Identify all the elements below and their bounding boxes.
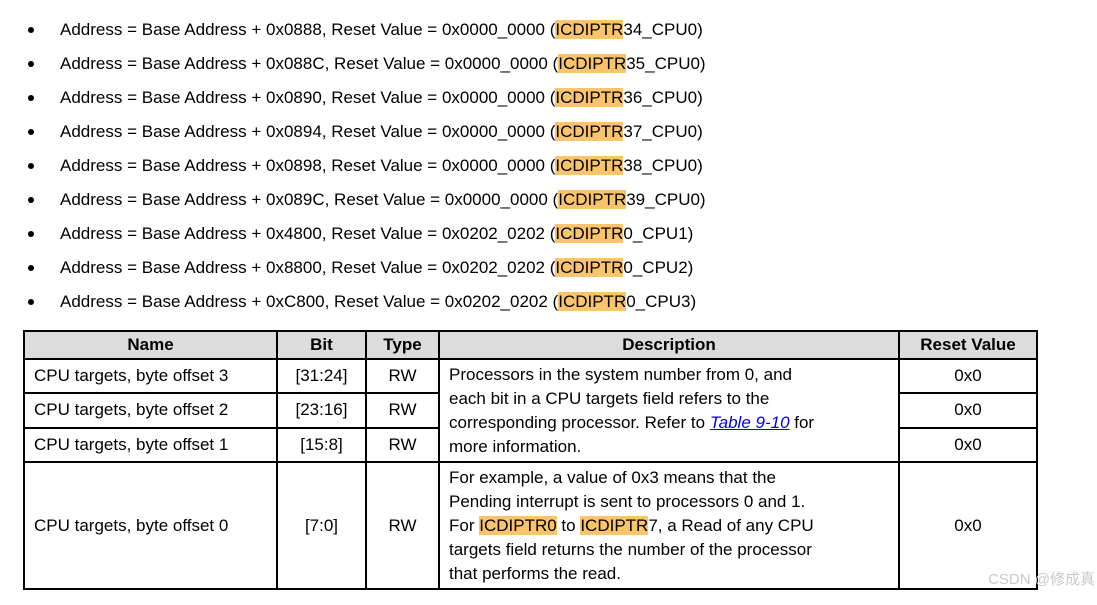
highlight-icdiptr: ICDIPTR — [555, 258, 624, 277]
csdn-watermark: CSDN @修成真 — [988, 571, 1095, 588]
register-description-table: Name Bit Type Description Reset Value CP… — [23, 330, 1038, 590]
cell-bit: [7:0] — [276, 461, 367, 590]
highlight-icdiptr: ICDIPTR — [555, 122, 624, 141]
cell-reset-value: 0x0 — [898, 461, 1038, 590]
bullet-text: Address = Base Address + 0x089C, Reset V… — [60, 190, 706, 209]
highlight-icdiptr: ICDIPTR — [558, 292, 627, 311]
list-item: Address = Base Address + 0x089C, Reset V… — [0, 183, 706, 217]
bullet-marker — [28, 61, 34, 67]
bullet-text: Address = Base Address + 0x088C, Reset V… — [60, 54, 706, 73]
bullet-marker — [28, 197, 34, 203]
highlight-icdiptr: ICDIPTR — [555, 224, 624, 243]
bullet-text: Address = Base Address + 0x0894, Reset V… — [60, 122, 703, 141]
bullet-text: Address = Base Address + 0x4800, Reset V… — [60, 224, 694, 243]
cell-type: RW — [365, 461, 440, 590]
highlight-icdiptr: ICDIPTR — [555, 88, 624, 107]
cell-description: For example, a value of 0x3 means that t… — [438, 461, 900, 590]
list-item: Address = Base Address + 0x4800, Reset V… — [0, 217, 706, 251]
cell-name: CPU targets, byte offset 2 — [23, 392, 278, 429]
bullet-text: Address = Base Address + 0x0898, Reset V… — [60, 156, 703, 175]
bullet-marker — [28, 129, 34, 135]
list-item: Address = Base Address + 0x0894, Reset V… — [0, 115, 706, 149]
cell-reset-value: 0x0 — [898, 426, 1038, 464]
cell-type: RW — [365, 392, 440, 429]
list-item: Address = Base Address + 0x0890, Reset V… — [0, 81, 706, 115]
highlight-icdiptr: ICDIPTR — [580, 516, 649, 535]
column-header-type: Type — [365, 330, 440, 360]
bullet-marker — [28, 231, 34, 237]
column-header-bit: Bit — [276, 330, 367, 360]
cell-bit: [23:16] — [276, 392, 367, 429]
bullet-text: Address = Base Address + 0xC800, Reset V… — [60, 292, 697, 311]
table-row: CPU targets, byte offset 1 [15:8] RW 0x0 — [23, 426, 1038, 464]
cell-name: CPU targets, byte offset 0 — [23, 461, 278, 590]
table-row: CPU targets, byte offset 3 [31:24] RW Pr… — [23, 357, 1038, 463]
bullet-text: Address = Base Address + 0x8800, Reset V… — [60, 258, 694, 277]
bullet-marker — [28, 95, 34, 101]
cell-reset-value: 0x0 — [898, 357, 1038, 395]
column-header-description: Description — [438, 330, 900, 360]
highlight-icdiptr: ICDIPTR — [558, 54, 627, 73]
bullet-marker — [28, 299, 34, 305]
cell-name: CPU targets, byte offset 1 — [23, 426, 278, 464]
bullet-list: Address = Base Address + 0x0888, Reset V… — [0, 13, 706, 319]
highlight-icdiptr: ICDIPTR — [558, 190, 627, 209]
list-item: Address = Base Address + 0x0888, Reset V… — [0, 13, 706, 47]
bullet-marker — [28, 163, 34, 169]
column-header-name: Name — [23, 330, 278, 360]
column-header-reset-value: Reset Value — [898, 330, 1038, 360]
cell-type: RW — [365, 426, 440, 464]
highlight-icdiptr: ICDIPTR — [555, 20, 624, 39]
bullet-text: Address = Base Address + 0x0890, Reset V… — [60, 88, 703, 107]
table-row: CPU targets, byte offset 0 [7:0] RW For … — [23, 461, 1038, 590]
highlight-icdiptr: ICDIPTR — [555, 156, 624, 175]
list-item: Address = Base Address + 0xC800, Reset V… — [0, 285, 706, 319]
bullet-marker — [28, 265, 34, 271]
cell-bit: [31:24] — [276, 357, 367, 395]
table-header-row: Name Bit Type Description Reset Value — [23, 330, 1038, 360]
list-item: Address = Base Address + 0x088C, Reset V… — [0, 47, 706, 81]
cell-bit: [15:8] — [276, 426, 367, 464]
list-item: Address = Base Address + 0x0898, Reset V… — [0, 149, 706, 183]
table-9-10-link[interactable]: Table 9-10 — [709, 413, 790, 432]
bullet-marker — [28, 27, 34, 33]
highlight-icdiptr: ICDIPTR0 — [479, 516, 557, 535]
table-row: CPU targets, byte offset 2 [23:16] RW 0x… — [23, 392, 1038, 429]
list-item: Address = Base Address + 0x8800, Reset V… — [0, 251, 706, 285]
bullet-text: Address = Base Address + 0x0888, Reset V… — [60, 20, 703, 39]
cell-type: RW — [365, 357, 440, 395]
cell-name: CPU targets, byte offset 3 — [23, 357, 278, 395]
cell-description-merged: Processors in the system number from 0, … — [438, 358, 900, 463]
cell-reset-value: 0x0 — [898, 392, 1038, 429]
